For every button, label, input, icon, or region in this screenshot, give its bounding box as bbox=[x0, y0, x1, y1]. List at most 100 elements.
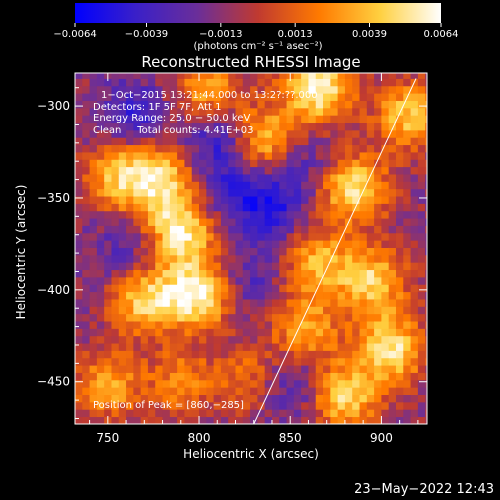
heatmap-cell bbox=[82, 85, 90, 94]
heatmap-cell bbox=[220, 232, 229, 241]
heatmap-cell bbox=[301, 225, 309, 234]
heatmap-cell bbox=[242, 284, 251, 293]
heatmap-cell bbox=[242, 291, 251, 300]
heatmap-cell bbox=[184, 196, 193, 204]
heatmap-cell bbox=[104, 100, 112, 109]
heatmap-cell bbox=[395, 343, 404, 351]
heatmap-cell bbox=[330, 284, 339, 293]
heatmap-cell bbox=[301, 254, 309, 263]
heatmap-cell bbox=[264, 372, 273, 381]
heatmap-cell bbox=[169, 321, 178, 329]
heatmap-cell bbox=[199, 129, 207, 138]
heatmap-cell bbox=[352, 276, 360, 285]
heatmap-cell bbox=[410, 291, 419, 300]
heatmap-cell bbox=[417, 299, 426, 307]
heatmap-cell bbox=[425, 188, 427, 197]
heatmap-cell bbox=[315, 269, 324, 278]
heatmap-cell bbox=[75, 350, 83, 359]
heatmap-cell bbox=[89, 335, 98, 344]
heatmap-cell bbox=[337, 196, 346, 204]
heatmap-cell bbox=[366, 203, 375, 212]
heatmap-cell bbox=[366, 232, 375, 241]
heatmap-cell bbox=[96, 335, 105, 344]
heatmap-cell bbox=[213, 115, 222, 124]
heatmap-cell bbox=[257, 100, 266, 109]
heatmap-cell bbox=[417, 379, 426, 388]
heatmap-cell bbox=[337, 129, 346, 138]
heatmap-cell bbox=[403, 254, 411, 263]
heatmap-cell bbox=[271, 387, 280, 395]
heatmap-cell bbox=[126, 335, 134, 344]
heatmap-cell bbox=[279, 196, 287, 204]
heatmap-cell bbox=[140, 159, 149, 168]
heatmap-cell bbox=[250, 166, 258, 175]
heatmap-cell bbox=[257, 152, 266, 160]
heatmap-cell bbox=[140, 129, 149, 138]
heatmap-cell bbox=[89, 321, 98, 329]
heatmap-cell bbox=[235, 357, 244, 366]
heatmap-cell bbox=[96, 166, 105, 175]
heatmap-cell bbox=[337, 210, 346, 219]
heatmap-cell bbox=[213, 210, 222, 219]
heatmap-cell bbox=[250, 372, 258, 381]
heatmap-cell bbox=[374, 276, 382, 285]
heatmap-cell bbox=[162, 115, 171, 124]
heatmap-cell bbox=[235, 365, 244, 373]
heatmap-cell bbox=[242, 276, 251, 285]
heatmap-cell bbox=[199, 306, 207, 315]
heatmap-cell bbox=[126, 78, 134, 87]
heatmap-cell bbox=[155, 240, 163, 248]
heatmap-cell bbox=[410, 166, 419, 175]
heatmap-cell bbox=[213, 152, 222, 160]
heatmap-cell bbox=[82, 78, 90, 87]
heatmap-cell bbox=[323, 254, 331, 263]
heatmap-cell bbox=[352, 100, 360, 109]
heatmap-cell bbox=[301, 313, 309, 322]
heatmap-cell bbox=[191, 276, 200, 285]
heatmap-cell bbox=[395, 166, 404, 175]
heatmap-cell bbox=[308, 232, 317, 241]
heatmap-cell bbox=[162, 196, 171, 204]
heatmap-cell bbox=[133, 357, 142, 366]
colorbar-tick-label: −0.0039 bbox=[125, 29, 168, 40]
heatmap-cell bbox=[177, 276, 185, 285]
heatmap-cell bbox=[220, 159, 229, 168]
heatmap-cell bbox=[417, 218, 426, 226]
heatmap-cell bbox=[111, 254, 120, 263]
heatmap-cell bbox=[155, 401, 163, 410]
heatmap-cell bbox=[75, 335, 83, 344]
heatmap-cell bbox=[308, 379, 317, 388]
heatmap-cell bbox=[337, 365, 346, 373]
heatmap-cell bbox=[191, 196, 200, 204]
heatmap-cell bbox=[82, 379, 90, 388]
heatmap-cell bbox=[118, 218, 127, 226]
heatmap-cell bbox=[75, 129, 83, 138]
heatmap-cell bbox=[271, 100, 280, 109]
heatmap-cell bbox=[395, 306, 404, 315]
heatmap-cell bbox=[381, 254, 390, 263]
heatmap-cell bbox=[104, 401, 112, 410]
heatmap-cell bbox=[323, 166, 331, 175]
heatmap-cell bbox=[257, 416, 266, 424]
heatmap-cell bbox=[293, 379, 302, 388]
heatmap-cell bbox=[293, 306, 302, 315]
heatmap-cell bbox=[104, 166, 112, 175]
heatmap-cell bbox=[133, 218, 142, 226]
heatmap-cell bbox=[177, 343, 185, 351]
heatmap-cell bbox=[264, 210, 273, 219]
heatmap-cell bbox=[75, 100, 83, 109]
heatmap-cell bbox=[425, 262, 427, 271]
heatmap-cell bbox=[279, 144, 287, 153]
heatmap-cell bbox=[213, 225, 222, 234]
heatmap-cell bbox=[133, 225, 142, 234]
heatmap-cell bbox=[220, 73, 229, 79]
heatmap-cell bbox=[264, 350, 273, 359]
heatmap-cell bbox=[301, 188, 309, 197]
heatmap-cell bbox=[206, 372, 215, 381]
heatmap-cell bbox=[169, 269, 178, 278]
heatmap-cell bbox=[330, 262, 339, 271]
heatmap-cell bbox=[344, 284, 353, 293]
heatmap-cell bbox=[250, 115, 258, 124]
heatmap-cell bbox=[410, 232, 419, 241]
heatmap-cell bbox=[410, 372, 419, 381]
